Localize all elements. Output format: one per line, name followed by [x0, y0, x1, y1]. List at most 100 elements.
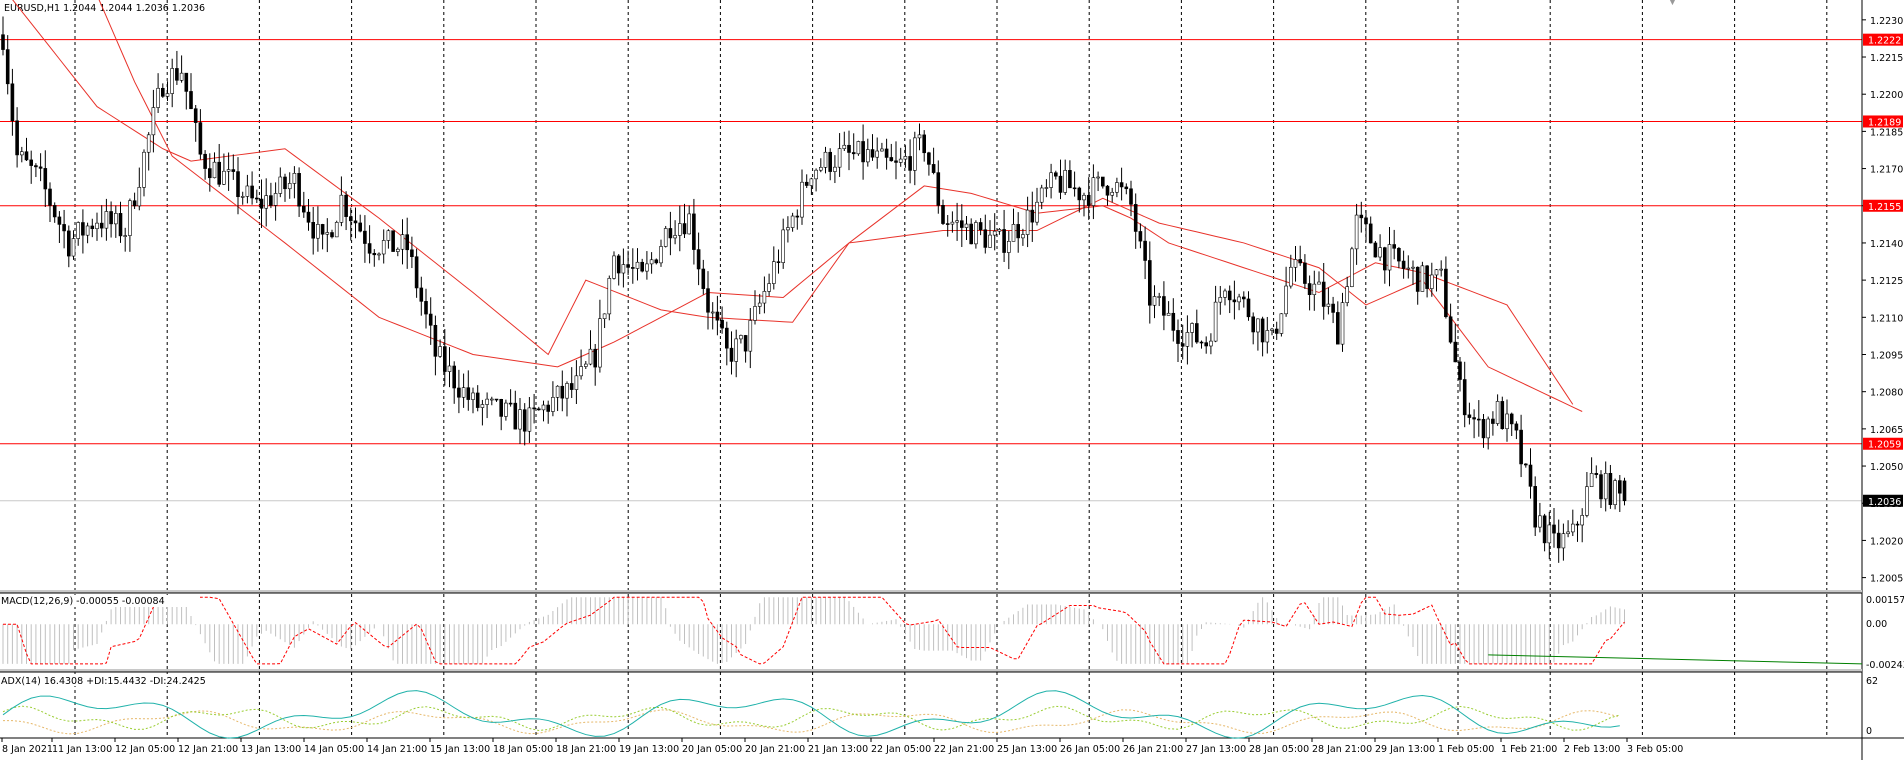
candle-body [1105, 185, 1110, 196]
candle-body [381, 240, 386, 255]
candle-body [179, 72, 184, 81]
macd-trendline [1488, 654, 1863, 665]
time-label: 20 Jan 05:00 [682, 744, 742, 755]
candle-body [1077, 187, 1082, 201]
candle-body [1354, 214, 1359, 250]
candle-body [339, 194, 344, 223]
candle-body [142, 151, 146, 188]
candle-body [1491, 418, 1495, 424]
candle-body [1223, 290, 1227, 298]
candle-body [325, 232, 330, 235]
candle-body [48, 188, 52, 206]
candle-body [193, 108, 198, 123]
macd-pane[interactable]: MACD(12,26,9) -0.00055 -0.00084 0.00157 … [0, 595, 1904, 671]
price-scale-label: 1.2215 [1870, 53, 1903, 64]
candle-body [626, 264, 630, 268]
candle-body [269, 195, 273, 206]
pane-separator[interactable] [0, 590, 1862, 593]
candle-body [442, 346, 447, 372]
candle-body [1585, 486, 1589, 516]
candle-body [757, 302, 762, 307]
candle-body [1063, 170, 1067, 193]
candle-body [513, 402, 518, 430]
candle-body [29, 159, 34, 166]
candle-body [1509, 413, 1514, 425]
candle-body [1472, 417, 1476, 420]
candle-body [1232, 299, 1237, 303]
pane-separator[interactable] [0, 669, 1862, 672]
candle-body [1561, 533, 1566, 549]
candle-body [391, 230, 395, 252]
candle-body [24, 151, 29, 161]
candle-body [1096, 176, 1100, 179]
candle-body [1519, 429, 1523, 465]
candle-body [1218, 297, 1223, 303]
candle-body [104, 211, 109, 229]
candle-body [226, 169, 231, 172]
price-scale-label: 1.2125 [1870, 276, 1903, 287]
candle-body [762, 291, 767, 304]
scroll-arrow-icon[interactable]: ▼ [1669, 0, 1676, 7]
price-scale-label: 1.2005 [1870, 574, 1903, 585]
candle-body [1594, 473, 1599, 475]
candle-body [969, 223, 974, 245]
candle-body [706, 288, 710, 313]
candle-body [438, 346, 442, 357]
candle-body [945, 223, 950, 225]
candle-body [1119, 182, 1124, 188]
level-tag [1863, 115, 1903, 128]
candle-body [480, 404, 485, 408]
time-label: 26 Jan 05:00 [1060, 744, 1120, 755]
candle-body [114, 213, 118, 225]
candle-body [1030, 209, 1035, 223]
candle-body [1124, 186, 1129, 190]
time-label: 13 Jan 13:00 [241, 744, 301, 755]
candle-body [1039, 187, 1044, 203]
candle-body [992, 230, 997, 236]
candle-body [1613, 480, 1617, 505]
candle-body [950, 221, 955, 225]
candle-body [1566, 531, 1570, 534]
candle-body [1575, 523, 1580, 526]
level-tag [1863, 199, 1903, 212]
adx-scale-bottom: 0 [1866, 726, 1872, 737]
candle-body [38, 166, 43, 169]
candle-body [1401, 260, 1406, 269]
candle-body [1185, 332, 1190, 347]
candle-body [1359, 214, 1364, 219]
candle-body [734, 338, 739, 362]
candle-body [527, 407, 532, 432]
candle-body [287, 183, 292, 190]
candle-body [236, 171, 240, 198]
candle-body [137, 187, 142, 207]
candle-body [489, 398, 494, 401]
time-label: 18 Jan 21:00 [556, 744, 616, 755]
candle-body [1209, 340, 1213, 347]
candle-body [320, 224, 325, 235]
candle-body [1002, 229, 1006, 253]
main-pane[interactable]: EURUSD,H1 1.2044 1.2044 1.2036 1.2036 [0, 0, 1862, 563]
time-label: 22 Jan 05:00 [871, 744, 931, 755]
candle-body [15, 120, 19, 156]
candle-body [1143, 240, 1147, 261]
candle-body [1025, 209, 1030, 235]
candle-body [1180, 343, 1185, 347]
candle-body [400, 234, 405, 250]
candle-body [710, 311, 715, 314]
candle-body [311, 221, 316, 239]
candle-body [203, 153, 207, 169]
candle-body [273, 193, 278, 206]
candle-body [1580, 515, 1584, 526]
candle-body [922, 134, 927, 154]
candle-body [875, 150, 880, 158]
candle-body [795, 215, 800, 218]
candle-body [771, 261, 776, 284]
candle-body [1495, 401, 1500, 424]
candle-body [1251, 316, 1255, 333]
candle-body [62, 224, 66, 232]
adx-pane[interactable]: ADX(14) 16.4308 +DI:15.4432 -DI:24.2425 … [0, 674, 1878, 739]
candle-body [621, 264, 626, 274]
candle-body [649, 259, 654, 265]
candle-body [861, 141, 865, 163]
